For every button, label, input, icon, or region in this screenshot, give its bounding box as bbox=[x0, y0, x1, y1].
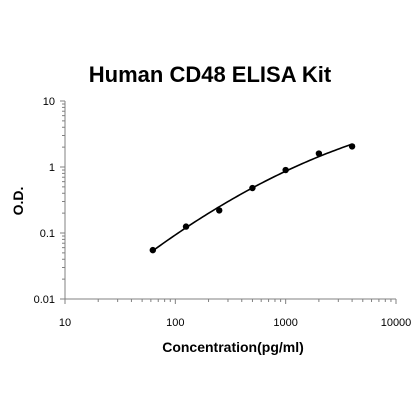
data-points bbox=[149, 143, 356, 254]
y-tick-label: 0.01 bbox=[34, 294, 55, 306]
data-point bbox=[249, 184, 256, 192]
y-tick-label: 0.1 bbox=[40, 228, 55, 240]
y-tick-label: 10 bbox=[43, 96, 55, 108]
x-tick-label: 10 bbox=[59, 317, 71, 329]
data-point bbox=[216, 207, 223, 214]
data-point bbox=[282, 166, 289, 174]
x-axis-title: Concentration(pg/ml) bbox=[162, 339, 304, 355]
chart-title: Human CD48 ELISA Kit bbox=[88, 62, 332, 87]
data-point bbox=[348, 143, 356, 150]
data-point bbox=[182, 223, 190, 230]
data-point bbox=[315, 150, 323, 157]
axes: 0.01 0.1 1 10 10 100 1000 10000 bbox=[34, 96, 412, 329]
x-tick-label: 1000 bbox=[273, 317, 297, 329]
data-point bbox=[149, 246, 157, 254]
y-tick-label: 1 bbox=[49, 162, 55, 174]
x-tick-label: 10000 bbox=[381, 317, 412, 329]
fit-curve bbox=[152, 143, 353, 252]
y-axis-title: O.D. bbox=[10, 187, 26, 216]
fit-curve-group bbox=[152, 143, 353, 252]
x-tick-label: 100 bbox=[166, 317, 184, 329]
